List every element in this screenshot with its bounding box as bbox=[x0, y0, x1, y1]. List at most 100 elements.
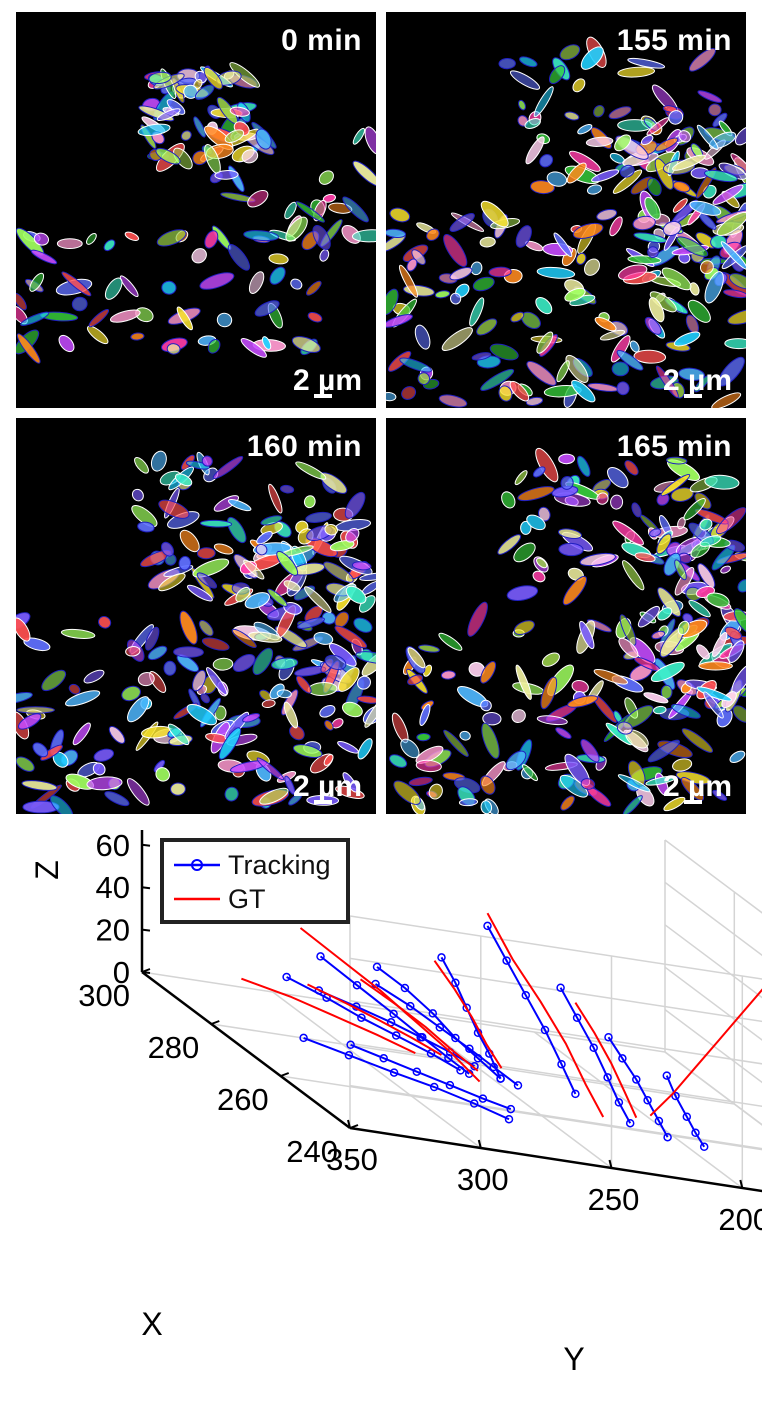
micrograph-panel-0: 0 min 2 µm bbox=[16, 12, 376, 408]
segmented-cell bbox=[203, 66, 223, 90]
segmented-cell bbox=[68, 683, 81, 695]
segmented-cell bbox=[312, 225, 331, 250]
segmented-cell bbox=[319, 249, 330, 262]
segmented-cell bbox=[338, 667, 360, 692]
tracking-point bbox=[589, 1043, 598, 1053]
tracking-point bbox=[572, 1013, 582, 1022]
segmented-cell bbox=[131, 505, 158, 528]
segmented-cell bbox=[20, 311, 50, 326]
segmented-cell bbox=[364, 695, 376, 728]
segmented-cell bbox=[207, 339, 221, 354]
tracking-point bbox=[316, 952, 325, 961]
segmented-cell bbox=[627, 57, 666, 69]
segmented-cell bbox=[252, 647, 274, 676]
tracking-trajectory bbox=[665, 1075, 706, 1148]
tracking-point bbox=[691, 1128, 700, 1138]
segmented-cell bbox=[648, 297, 665, 323]
segmented-cell bbox=[724, 626, 742, 640]
segmented-cell bbox=[176, 306, 193, 331]
segmented-cell bbox=[608, 106, 632, 120]
wall-grid-line bbox=[664, 1051, 762, 1126]
z-tick bbox=[141, 928, 151, 932]
segmented-cell bbox=[696, 124, 719, 151]
segmented-cell bbox=[198, 620, 214, 637]
segmented-cell bbox=[618, 637, 639, 658]
segmented-cell bbox=[322, 193, 336, 203]
segmented-cell bbox=[130, 332, 145, 341]
segmented-cell bbox=[29, 272, 45, 292]
segmented-cell bbox=[515, 225, 532, 248]
segmented-cell bbox=[681, 728, 714, 753]
tracking-point bbox=[462, 1003, 471, 1013]
segmented-cell bbox=[536, 331, 554, 354]
segmented-cell bbox=[125, 646, 141, 657]
z-tick-label: 20 bbox=[96, 913, 130, 948]
tracking-point bbox=[469, 1099, 479, 1108]
segmented-cell bbox=[323, 561, 354, 583]
segmented-cell bbox=[71, 296, 88, 312]
segmented-cell bbox=[180, 130, 192, 141]
segmented-cell bbox=[248, 631, 283, 643]
tracking-point bbox=[451, 978, 460, 988]
segmented-cell bbox=[243, 230, 279, 242]
tracking-point bbox=[618, 1054, 627, 1063]
segmented-cell bbox=[398, 264, 419, 298]
segmented-cell bbox=[305, 511, 332, 523]
segmented-cell bbox=[609, 216, 623, 237]
segmented-cell bbox=[728, 273, 746, 290]
segmented-cell bbox=[525, 396, 544, 406]
segmented-cell bbox=[393, 780, 421, 805]
segmented-cell bbox=[174, 473, 193, 487]
legend-swatch-gt bbox=[174, 897, 220, 901]
segmented-cell bbox=[520, 520, 532, 535]
segmented-cell bbox=[699, 535, 722, 547]
segmented-cell bbox=[414, 324, 431, 350]
segmented-cell bbox=[295, 675, 312, 694]
segmented-cell bbox=[488, 266, 512, 278]
segmented-cell bbox=[345, 528, 360, 543]
segmented-cell bbox=[680, 776, 705, 801]
segmented-cell bbox=[510, 311, 525, 323]
chart-legend: Tracking GT bbox=[160, 838, 350, 924]
segmented-cell bbox=[240, 338, 267, 358]
segmented-cell bbox=[525, 136, 545, 165]
segmented-cell bbox=[661, 267, 692, 291]
segmented-cell bbox=[434, 290, 451, 299]
segmented-cell bbox=[291, 336, 321, 353]
segmented-cell bbox=[622, 795, 643, 814]
segmented-cell bbox=[33, 232, 50, 246]
tracking-point bbox=[557, 1059, 566, 1069]
segmented-cell bbox=[557, 528, 583, 539]
segmented-cell bbox=[489, 343, 519, 361]
segmented-cell bbox=[280, 484, 295, 494]
segmented-cell bbox=[329, 540, 355, 552]
segmented-cell bbox=[579, 620, 595, 650]
segmented-cell bbox=[342, 772, 358, 793]
segmented-cell bbox=[418, 644, 440, 653]
segmented-cell bbox=[698, 661, 733, 671]
segmented-cell bbox=[498, 57, 516, 70]
segmentation-overlay bbox=[389, 447, 746, 814]
segmented-cell bbox=[290, 278, 303, 290]
y-axis-label: Y bbox=[563, 1341, 584, 1377]
segmented-cell bbox=[16, 756, 35, 772]
segmented-cell bbox=[617, 66, 656, 78]
segmented-cell bbox=[355, 651, 376, 665]
segmented-cell bbox=[720, 565, 731, 574]
segmented-cell bbox=[256, 531, 273, 545]
tracking-point bbox=[604, 1032, 613, 1042]
segmented-cell bbox=[334, 625, 368, 649]
segmented-cell bbox=[359, 572, 376, 581]
segmented-cell bbox=[307, 311, 323, 323]
segmented-cell bbox=[49, 795, 74, 814]
wall-grid-line bbox=[664, 1009, 762, 1084]
segmented-cell bbox=[443, 233, 468, 268]
segmented-cell bbox=[734, 126, 746, 146]
segmented-cell bbox=[614, 134, 632, 152]
segmented-cell bbox=[351, 561, 372, 571]
wall-grid-line bbox=[664, 839, 762, 914]
segmented-cell bbox=[498, 385, 513, 402]
segmented-cell bbox=[728, 640, 745, 663]
segmented-cell bbox=[255, 543, 268, 556]
segmented-cell bbox=[657, 607, 673, 621]
